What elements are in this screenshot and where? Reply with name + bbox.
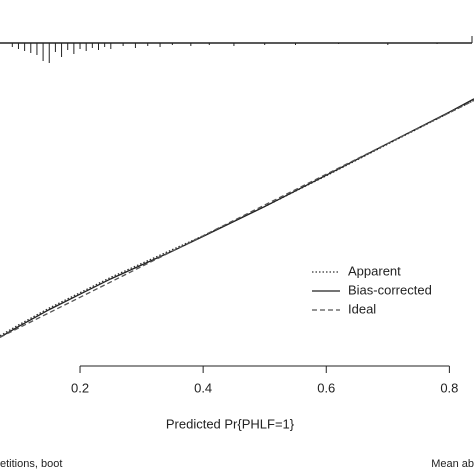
footer-right: Mean ab (431, 458, 474, 470)
legend-label: Bias-corrected (348, 282, 432, 297)
x-axis-label: Predicted Pr{PHLF=1} (166, 416, 295, 431)
x-tick-label: 0.8 (440, 380, 458, 395)
legend-label: Apparent (348, 263, 401, 278)
series-line (0, 99, 474, 337)
series-line (0, 99, 474, 338)
x-tick-label: 0.4 (194, 380, 212, 395)
x-tick-label: 0.2 (71, 380, 89, 395)
legend-label: Ideal (348, 301, 376, 316)
series-line (0, 98, 474, 338)
x-tick-label: 0.6 (317, 380, 335, 395)
footer-left: etitions, boot (0, 458, 62, 470)
